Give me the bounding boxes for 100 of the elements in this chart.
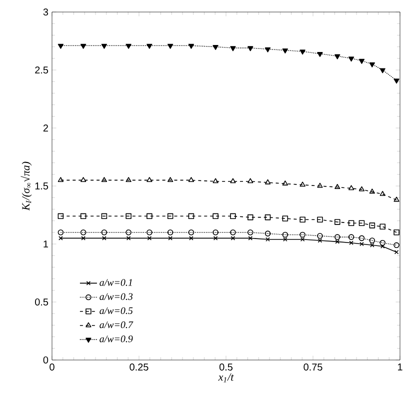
point bbox=[300, 50, 306, 55]
point bbox=[126, 236, 131, 240]
point bbox=[168, 177, 174, 182]
point bbox=[101, 230, 108, 236]
point bbox=[230, 178, 236, 184]
point bbox=[360, 242, 364, 246]
x-tick-label: 0.25 bbox=[130, 364, 148, 371]
point bbox=[300, 216, 306, 223]
y-tick-label: 2.5 bbox=[35, 66, 48, 74]
point bbox=[264, 47, 271, 52]
point bbox=[370, 243, 374, 248]
point bbox=[248, 178, 254, 184]
point bbox=[317, 232, 323, 239]
y-tick-label: 1 bbox=[44, 240, 48, 248]
point bbox=[167, 230, 174, 236]
legend-label: a/w=0.1 bbox=[100, 279, 132, 286]
y-tick-label: 3 bbox=[43, 8, 48, 16]
point bbox=[334, 234, 340, 240]
y-tick-label: 0.5 bbox=[35, 298, 48, 306]
legend-label: a/w=0.5 bbox=[100, 307, 133, 314]
point bbox=[58, 213, 64, 220]
point bbox=[380, 190, 386, 196]
point bbox=[358, 235, 365, 242]
point bbox=[188, 213, 194, 220]
point bbox=[380, 68, 386, 74]
point bbox=[264, 214, 271, 220]
point bbox=[102, 236, 106, 240]
point bbox=[380, 224, 386, 230]
point bbox=[283, 237, 288, 242]
point bbox=[212, 45, 218, 50]
point bbox=[230, 236, 236, 240]
point bbox=[188, 230, 194, 236]
point bbox=[300, 182, 306, 187]
point bbox=[317, 52, 323, 57]
point bbox=[126, 177, 132, 182]
point bbox=[247, 214, 254, 220]
point bbox=[212, 178, 218, 184]
point bbox=[248, 236, 253, 240]
point bbox=[101, 177, 108, 182]
point bbox=[147, 236, 152, 240]
point bbox=[168, 44, 174, 49]
point bbox=[126, 230, 132, 236]
point bbox=[282, 48, 288, 54]
point bbox=[230, 230, 236, 236]
point bbox=[81, 236, 86, 240]
point bbox=[369, 62, 375, 68]
x-tick-label: 1 bbox=[398, 364, 402, 370]
point bbox=[282, 180, 288, 186]
y-axis-title: K$_{I}$/(σ$_{∞}$√πa) bbox=[20, 162, 32, 211]
point bbox=[358, 58, 365, 64]
point bbox=[167, 213, 174, 220]
point bbox=[369, 188, 375, 194]
x-axis-title: x$_{1}$/t bbox=[218, 373, 234, 382]
point bbox=[300, 232, 306, 238]
point bbox=[282, 216, 288, 222]
point bbox=[334, 219, 340, 225]
legend-label: a/w=0.9 bbox=[100, 336, 133, 342]
y-tick-label: 1.5 bbox=[35, 182, 48, 190]
point bbox=[212, 230, 218, 236]
y-tick-label: 2 bbox=[43, 124, 48, 132]
point bbox=[358, 220, 365, 226]
point bbox=[126, 44, 132, 49]
point bbox=[349, 240, 354, 245]
point bbox=[188, 177, 194, 182]
point bbox=[348, 185, 354, 190]
point bbox=[58, 44, 64, 49]
point bbox=[247, 230, 254, 236]
x-tick-label: 0.75 bbox=[304, 364, 322, 371]
point bbox=[334, 54, 340, 60]
point bbox=[348, 220, 354, 226]
point bbox=[80, 177, 86, 182]
point bbox=[230, 213, 236, 220]
point bbox=[334, 184, 340, 189]
point bbox=[335, 240, 340, 244]
point bbox=[146, 213, 152, 220]
point bbox=[248, 46, 254, 52]
point bbox=[394, 78, 400, 84]
point bbox=[266, 237, 270, 242]
point bbox=[230, 46, 236, 52]
point bbox=[212, 213, 218, 220]
legend-label: a/w=0.3 bbox=[100, 293, 133, 300]
point bbox=[126, 213, 132, 220]
point bbox=[317, 182, 323, 188]
point bbox=[264, 230, 271, 236]
point bbox=[380, 244, 385, 248]
point bbox=[189, 236, 194, 240]
point bbox=[146, 177, 152, 182]
point bbox=[358, 186, 365, 192]
point bbox=[264, 179, 271, 184]
point bbox=[282, 232, 288, 238]
point bbox=[101, 213, 108, 220]
point bbox=[146, 44, 152, 49]
point bbox=[348, 234, 354, 240]
point bbox=[188, 44, 194, 49]
point bbox=[348, 56, 354, 62]
point bbox=[394, 242, 400, 248]
point bbox=[300, 237, 305, 242]
y-tick-label: 0 bbox=[43, 356, 48, 364]
point bbox=[369, 238, 376, 244]
point bbox=[394, 196, 400, 202]
